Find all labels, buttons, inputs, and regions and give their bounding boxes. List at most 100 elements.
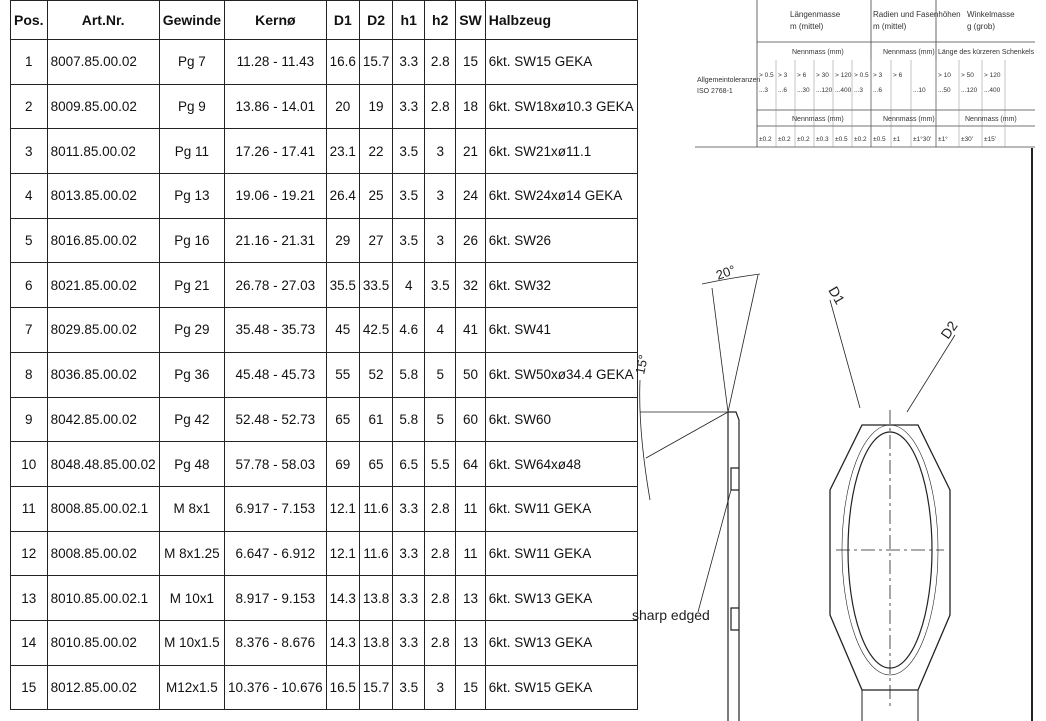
table-cell: 26.78 - 27.03 xyxy=(224,262,327,309)
table-cell: 11.6 xyxy=(358,530,394,577)
col-h2: h2 xyxy=(424,0,457,40)
table-cell: 15.7 xyxy=(358,664,394,711)
table-cell: 61 xyxy=(358,396,394,443)
tol-values-cell: ±1 xyxy=(893,136,901,143)
parts-table: Pos. Art.Nr. Gewinde Kernø D1 D2 h1 h2 S… xyxy=(10,0,638,711)
table-cell: 13 xyxy=(455,575,486,621)
tol-ranges-top-cell: > 0.5 xyxy=(854,72,869,79)
tol-values-cell: ±0.2 xyxy=(797,136,810,143)
table-body: 1 8007.85.00.02 Pg 7 11.28 - 11.43 16.6 15.7 3… xyxy=(10,39,638,711)
tol-ranges-top-cell: > 0.5 xyxy=(759,72,774,79)
table-row: 5 8016.85.00.02 Pg 16 21.16 - 21.31 29 27 3.5 3… xyxy=(10,217,638,264)
table-cell: 57.78 - 58.03 xyxy=(224,441,327,487)
table-cell: 20 xyxy=(325,83,360,130)
table-cell: 11.28 - 11.43 xyxy=(224,39,327,85)
table-cell: 10 xyxy=(10,441,48,487)
table-cell: 6kt. SW50xø34.4 GEKA xyxy=(484,351,638,398)
table-cell: 65 xyxy=(358,441,394,487)
col-h1: h1 xyxy=(392,0,426,40)
tol-ranges-top-cell: > 30 xyxy=(816,72,829,79)
table-cell: 15 xyxy=(455,664,486,711)
table-cell: 6kt. SW15 GEKA xyxy=(484,664,638,711)
table-cell: 8010.85.00.02.1 xyxy=(46,575,160,621)
table-row: 1 8007.85.00.02 Pg 7 11.28 - 11.43 16.6 15.7 3… xyxy=(10,39,638,85)
dim-d2-label: D2 xyxy=(937,318,960,342)
tol-values-cell: ±0.2 xyxy=(778,136,791,143)
table-cell: 8048.48.85.00.02 xyxy=(46,441,160,487)
table-cell: 3 xyxy=(424,173,457,219)
table-cell: M 8x1 xyxy=(158,485,226,532)
table-cell: 4 xyxy=(10,173,48,219)
table-cell: 11 xyxy=(455,530,486,577)
table-cell: 13.8 xyxy=(358,575,394,621)
tol-group-angle-sub: g (grob) xyxy=(967,22,995,31)
table-cell: 8036.85.00.02 xyxy=(46,351,160,398)
table-cell: 5 xyxy=(10,217,48,264)
tol-ranges-bottom-cell: ...6 xyxy=(778,87,787,94)
table-cell: 8 xyxy=(10,351,48,398)
tol-ranges-top-cell: > 50 xyxy=(961,72,974,79)
table-cell: Pg 13 xyxy=(158,173,226,219)
table-cell: 4.6 xyxy=(392,307,426,353)
table-cell: Pg 29 xyxy=(158,307,226,353)
table-cell: 4 xyxy=(424,307,457,353)
tol-ranges-bottom-cell: ...10 xyxy=(913,87,926,94)
table-cell: 45 xyxy=(325,307,360,353)
table-cell: 12 xyxy=(10,530,48,577)
table-row: 11 8008.85.00.02.1 M 8x1 6.917 - 7.153 12.1 1… xyxy=(10,485,638,532)
table-cell: Pg 16 xyxy=(158,217,226,264)
table-cell: 8013.85.00.02 xyxy=(46,173,160,219)
tol-group-length-sub: m (mittel) xyxy=(790,22,824,31)
table-cell: 50 xyxy=(455,351,486,398)
table-row: 8 8036.85.00.02 Pg 36 45.48 - 45.73 55 52 5.8 5… xyxy=(10,351,638,398)
col-d2: D2 xyxy=(358,0,394,40)
table-cell: 3.5 xyxy=(392,664,426,711)
table-cell: 15 xyxy=(10,664,48,711)
table-cell: 2.8 xyxy=(424,530,457,577)
tol-ranges-top-cell: > 120 xyxy=(984,72,1001,79)
table-cell: 5 xyxy=(424,351,457,398)
angle-side-label: 15° xyxy=(632,353,651,375)
tol-ranges-top-cell: > 6 xyxy=(893,72,903,79)
table-cell: 55 xyxy=(325,351,360,398)
table-cell: 10.376 - 10.676 xyxy=(224,664,327,711)
tol-nominal-radius: Nennmass (mm) xyxy=(883,49,935,56)
table-cell: 64 xyxy=(455,441,486,487)
table-cell: 52.48 - 52.73 xyxy=(224,396,327,443)
table-cell: 19.06 - 19.21 xyxy=(224,173,327,219)
table-cell: 14 xyxy=(10,619,48,666)
table-cell: 7 xyxy=(10,307,48,353)
table-cell: 6.647 - 6.912 xyxy=(224,530,327,577)
table-cell: 8007.85.00.02 xyxy=(46,39,160,85)
table-cell: 2.8 xyxy=(424,619,457,666)
table-cell: 60 xyxy=(455,396,486,443)
table-cell: 12.1 xyxy=(325,530,360,577)
table-row: 12 8008.85.00.02 M 8x1.25 6.647 - 6.912 12.1… xyxy=(10,530,638,577)
tol-side-label-iso: ISO 2768-1 xyxy=(697,88,733,95)
tol-values-cell: ±0.2 xyxy=(854,136,867,143)
table-cell: 5.8 xyxy=(392,396,426,443)
table-cell: 4 xyxy=(392,262,426,309)
table-cell: 3 xyxy=(424,128,457,175)
table-cell: Pg 9 xyxy=(158,83,226,130)
table-cell: 6.5 xyxy=(392,441,426,487)
tol-values-cell: ±15' xyxy=(984,136,996,143)
table-cell: 27 xyxy=(358,217,394,264)
table-cell: 11 xyxy=(10,485,48,532)
table-cell: 5.5 xyxy=(424,441,457,487)
table-row: 10 8048.48.85.00.02 Pg 48 57.78 - 58.03 69 65… xyxy=(10,441,638,487)
tol-nominal-length-2: Nennmass (mm) xyxy=(792,116,844,123)
table-row: 6 8021.85.00.02 Pg 21 26.78 - 27.03 35.5 33.5… xyxy=(10,262,638,309)
dim-d1-label: D1 xyxy=(825,284,848,308)
table-cell: 13.8 xyxy=(358,619,394,666)
table-cell: 24 xyxy=(455,173,486,219)
tol-ranges-bottom-cell: ...120 xyxy=(961,87,978,94)
table-cell: 22 xyxy=(358,128,394,175)
tol-ranges-bottom-cell: ...3 xyxy=(759,87,768,94)
table-cell: 65 xyxy=(325,396,360,443)
table-row: 4 8013.85.00.02 Pg 13 19.06 - 19.21 26.4 25 3.… xyxy=(10,173,638,219)
tolerance-block: Längenmasse m (mittel) Radien und Fasenh… xyxy=(695,0,1035,148)
table-cell: 2.8 xyxy=(424,575,457,621)
table-cell: M12x1.5 xyxy=(158,664,226,711)
table-cell: 8012.85.00.02 xyxy=(46,664,160,711)
